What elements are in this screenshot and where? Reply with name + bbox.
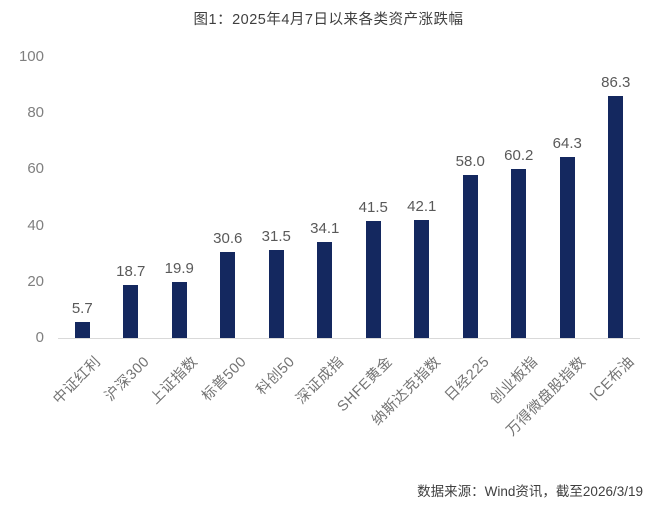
bar [123,285,139,338]
bar [74,321,90,338]
bar-column: 60.2 创业板指 [487,57,544,408]
bar [268,249,284,338]
bar-column: 31.5 科创50 [252,57,301,399]
value-label: 64.3 [552,135,582,153]
bar-column: 58.0 日经225 [442,57,495,404]
value-label: 5.7 [71,299,93,317]
bar-column: 42.1 纳斯达克指数 [369,57,447,429]
bar-column: 34.1 深证成指 [293,57,350,407]
bar [365,221,381,338]
bar [171,282,187,338]
y-tick-label: 80 [27,104,44,122]
bar [220,252,236,338]
category-label: 沪深300 [102,353,153,405]
bar [559,157,575,338]
value-label: 19.9 [164,260,194,278]
bar-column: 18.7 沪深300 [102,57,156,404]
y-tick-label: 40 [27,216,44,234]
value-label: 58.0 [455,153,485,171]
bar-column: 86.3 ICE布油 [587,57,641,405]
bar-column: 64.3 万得微盘股指数 [504,57,592,439]
bar-column: 19.9 上证指数 [148,57,204,407]
bar-column: 5.7 中证红利 [51,57,107,408]
bar [414,219,430,338]
bar-column: 41.5 SHFE黄金 [334,57,398,415]
value-label: 34.1 [310,220,340,238]
category-label: 日经225 [441,353,493,405]
y-tick-label: 100 [18,48,44,65]
plot-area: 5.7 中证红利 18.7 沪深300 19.9 上证指数 30.6 标普500 31.5 科创5… [51,57,641,439]
value-label: 18.7 [116,263,146,281]
value-label: 42.1 [407,197,437,215]
value-label: 30.6 [213,230,243,248]
category-label: 上证指数 [147,353,202,408]
y-tick-label: 60 [27,160,44,178]
bar [462,175,478,338]
y-tick-label: 0 [35,329,44,346]
source-note: 数据来源：Wind资讯，截至2026/3/19 [417,484,643,499]
value-label: 86.3 [601,73,631,91]
bar [608,95,624,338]
category-label: 中证红利 [50,353,105,408]
bar-column: 30.6 标普500 [199,57,253,405]
value-label: 60.2 [504,146,534,164]
y-tick-label: 20 [27,272,44,290]
bar [317,242,333,338]
value-label: 41.5 [358,199,388,217]
category-label: 标普500 [199,353,250,405]
category-label: ICE布油 [587,353,638,405]
chart-title: 图1：2025年4月7日以来各类资产涨跌幅 [193,12,464,28]
value-label: 31.5 [261,227,291,245]
bar [511,168,527,338]
